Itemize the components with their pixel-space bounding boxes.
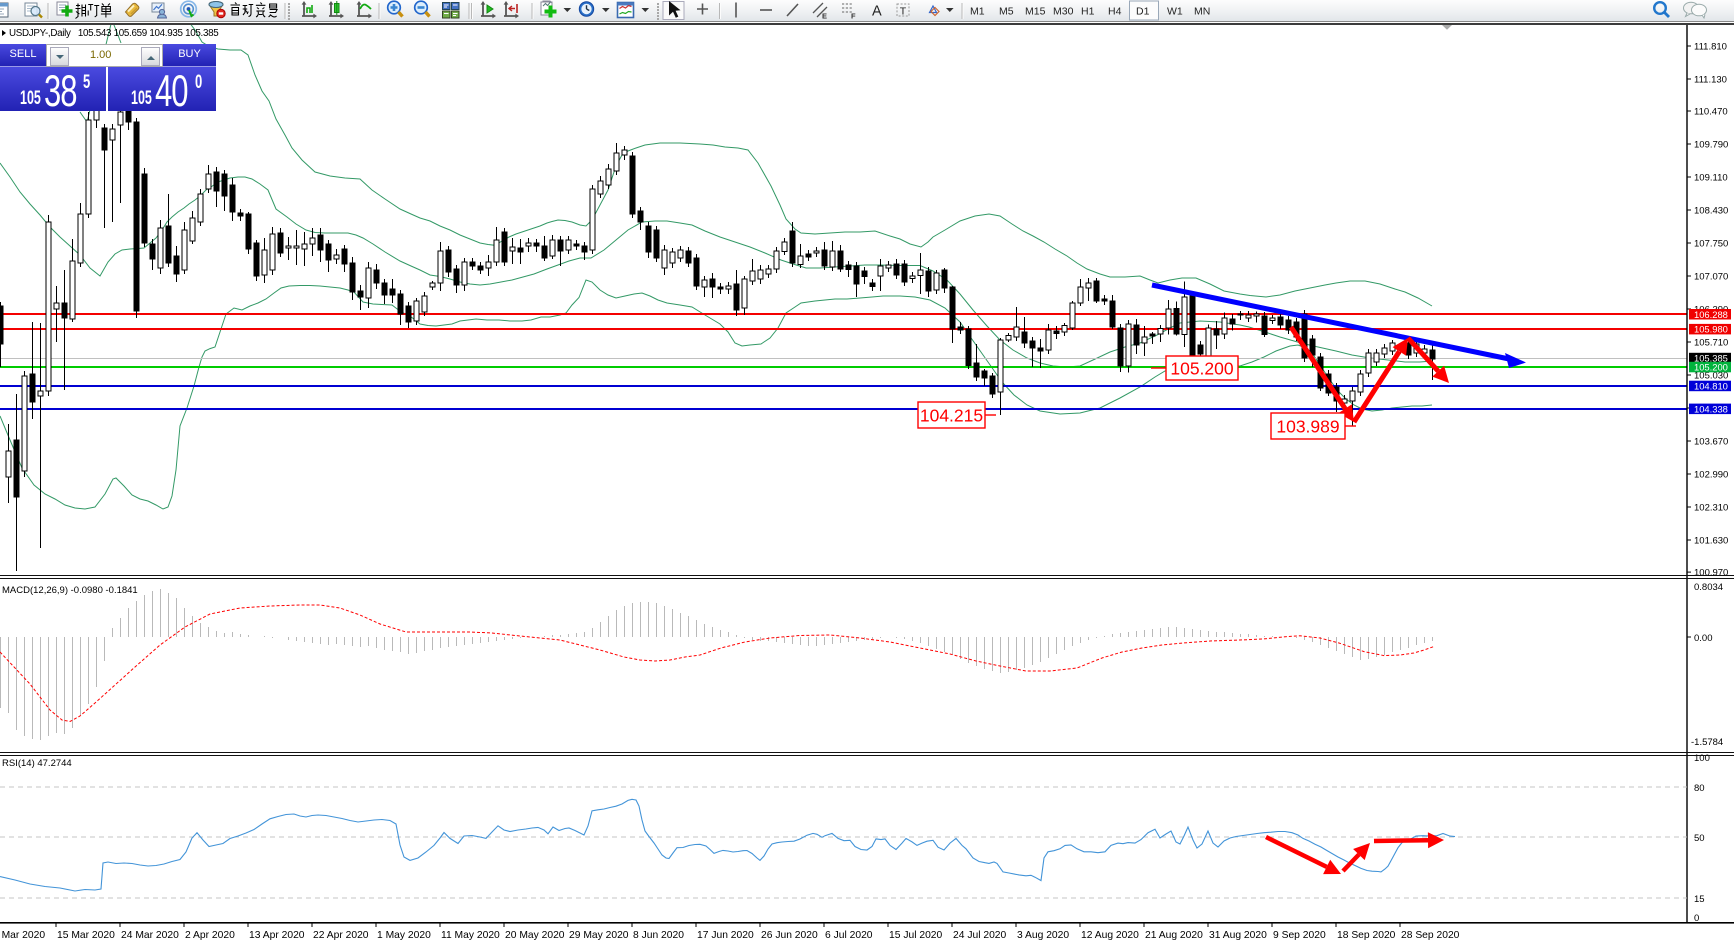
svg-text:15: 15	[1694, 894, 1705, 905]
svg-text:F: F	[851, 12, 856, 21]
svg-text:104.810: 104.810	[1694, 381, 1728, 392]
svg-text:100.970: 100.970	[1694, 568, 1728, 579]
svg-text:MN: MN	[1194, 6, 1210, 18]
svg-text:RSI(14) 47.2744: RSI(14) 47.2744	[2, 758, 72, 769]
svg-text:W1: W1	[1167, 6, 1183, 18]
svg-text:20 May 2020: 20 May 2020	[505, 930, 565, 941]
svg-text:107.750: 107.750	[1694, 239, 1728, 250]
svg-text:105.200: 105.200	[1170, 359, 1234, 379]
svg-text:103.989: 103.989	[1276, 417, 1339, 437]
svg-text:31 Aug 2020: 31 Aug 2020	[1209, 930, 1267, 941]
svg-text:D1: D1	[1136, 6, 1150, 18]
svg-text:M5: M5	[999, 6, 1014, 18]
svg-text:15 Jul 2020: 15 Jul 2020	[889, 930, 943, 941]
svg-text:26 Jun 2020: 26 Jun 2020	[761, 930, 818, 941]
svg-text:109.790: 109.790	[1694, 140, 1728, 151]
svg-text:3 Aug 2020: 3 Aug 2020	[1017, 930, 1069, 941]
svg-text:103.670: 103.670	[1694, 437, 1728, 448]
svg-text:24 Jul 2020: 24 Jul 2020	[953, 930, 1007, 941]
svg-text:28 Sep 2020: 28 Sep 2020	[1401, 930, 1460, 941]
svg-text:11 May 2020: 11 May 2020	[441, 930, 500, 941]
svg-text:104.215: 104.215	[920, 406, 983, 426]
svg-text:0.00: 0.00	[1694, 633, 1713, 644]
svg-text:101.630: 101.630	[1694, 536, 1728, 547]
svg-text:22 Apr 2020: 22 Apr 2020	[313, 930, 369, 941]
svg-text:9 Sep 2020: 9 Sep 2020	[1273, 930, 1326, 941]
svg-text:T: T	[900, 6, 907, 18]
svg-text:100: 100	[1694, 753, 1710, 764]
svg-text:H1: H1	[1081, 6, 1095, 18]
svg-text:109.110: 109.110	[1694, 173, 1728, 184]
svg-text:15 Mar 2020: 15 Mar 2020	[57, 930, 115, 941]
svg-text:17 Jun 2020: 17 Jun 2020	[697, 930, 754, 941]
svg-text:111.810: 111.810	[1694, 42, 1727, 53]
svg-text:105.980: 105.980	[1694, 324, 1728, 335]
svg-text:-1.5784: -1.5784	[1691, 737, 1723, 748]
svg-text:105.710: 105.710	[1694, 338, 1728, 349]
svg-text:102.310: 102.310	[1694, 503, 1728, 514]
svg-text:M1: M1	[970, 6, 985, 18]
svg-text:24 Mar 2020: 24 Mar 2020	[121, 930, 179, 941]
svg-text:104.338: 104.338	[1694, 403, 1728, 414]
svg-text:0.8034: 0.8034	[1694, 582, 1723, 593]
svg-text:105.385: 105.385	[1694, 353, 1728, 364]
svg-text:105.030: 105.030	[1694, 371, 1728, 382]
svg-text:18 Sep 2020: 18 Sep 2020	[1337, 930, 1396, 941]
svg-text:8 Jun 2020: 8 Jun 2020	[633, 930, 684, 941]
svg-text:2 Apr 2020: 2 Apr 2020	[185, 930, 235, 941]
svg-text:110.470: 110.470	[1694, 107, 1728, 118]
svg-text:21 Aug 2020: 21 Aug 2020	[1145, 930, 1203, 941]
svg-text:80: 80	[1694, 783, 1705, 794]
svg-text:12 Aug 2020: 12 Aug 2020	[1081, 930, 1139, 941]
svg-text:A: A	[872, 4, 882, 20]
svg-text:M15: M15	[1025, 6, 1046, 18]
svg-text:M30: M30	[1053, 6, 1074, 18]
svg-text:13 Apr 2020: 13 Apr 2020	[249, 930, 305, 941]
svg-text:102.990: 102.990	[1694, 470, 1728, 481]
svg-text:1 May 2020: 1 May 2020	[377, 930, 431, 941]
svg-text:5 Mar 2020: 5 Mar 2020	[0, 930, 45, 941]
svg-text:105.200: 105.200	[1694, 362, 1728, 373]
svg-text:108.430: 108.430	[1694, 206, 1728, 217]
svg-text:E: E	[822, 12, 827, 21]
svg-text:111.130: 111.130	[1694, 75, 1727, 86]
svg-text:H4: H4	[1108, 6, 1122, 18]
svg-text:MACD(12,26,9) -0.0980 -0.1841: MACD(12,26,9) -0.0980 -0.1841	[2, 585, 138, 596]
svg-text:106.288: 106.288	[1694, 309, 1728, 320]
svg-text:50: 50	[1694, 833, 1705, 844]
svg-text:6 Jul 2020: 6 Jul 2020	[825, 930, 873, 941]
svg-text:0: 0	[1694, 913, 1699, 924]
svg-text:107.070: 107.070	[1694, 272, 1728, 283]
svg-text:29 May 2020: 29 May 2020	[569, 930, 629, 941]
